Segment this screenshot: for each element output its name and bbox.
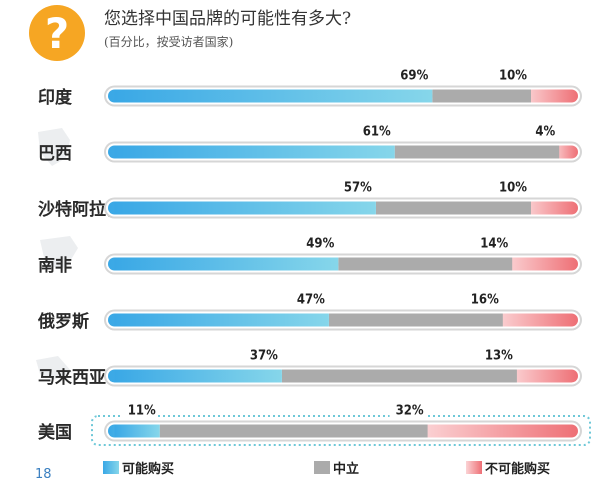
bar-segment-neutral — [328, 313, 503, 327]
data-label-unlikely: 10% — [499, 181, 527, 196]
bar-segment-likely-body — [114, 424, 160, 438]
bar-segment-likely-body — [114, 257, 339, 271]
category-label: 巴西 — [38, 144, 72, 164]
legend-swatch-unlikely — [466, 461, 482, 474]
bar-segment-likely-body — [114, 89, 433, 103]
data-label-bg — [356, 121, 393, 140]
data-label-unlikely: 10% — [499, 69, 527, 84]
data-label-bg — [243, 345, 280, 364]
legend: 可能购买 中立 不可能购买 — [103, 461, 550, 477]
map-shape-south-africa — [40, 236, 78, 268]
bar-row: 俄罗斯 47% 16% — [37, 289, 582, 332]
data-label-likely: 49% — [306, 237, 334, 252]
bar-row: 巴西 61% 4% — [38, 121, 582, 164]
data-label-bg — [493, 177, 529, 196]
bar-segment-unlikely — [553, 145, 578, 159]
data-label-bg — [464, 289, 501, 308]
data-label-bg — [493, 65, 529, 84]
bar-segment-neutral — [432, 89, 531, 103]
bar-segment-likely-body — [114, 313, 329, 327]
data-label-unlikely: 13% — [485, 349, 513, 364]
legend-swatch-likely — [103, 461, 119, 474]
bar-segment-unlikely — [496, 313, 578, 327]
legend-label-likely: 可能购买 — [122, 461, 174, 477]
bar-segment-unlikely — [525, 89, 578, 103]
bar-segment-unlikely — [510, 369, 578, 383]
data-label-bg — [337, 177, 374, 196]
bar-row: 沙特阿拉伯 57% 10% — [38, 177, 582, 220]
bar-segment-unlikely — [506, 257, 578, 271]
bar-segment-neutral — [338, 257, 513, 271]
legend-swatch-neutral — [314, 461, 330, 474]
map-shape-brazil — [38, 128, 70, 166]
data-label-bg — [474, 233, 511, 252]
question-title: 您选择中国品牌的可能性有多大? — [104, 9, 351, 29]
bar-segment-neutral — [394, 145, 560, 159]
page-number: 18 — [35, 467, 52, 482]
category-label: 印度 — [38, 87, 73, 108]
data-label-likely: 47% — [297, 293, 325, 308]
data-label-likely: 37% — [250, 349, 278, 364]
data-label-bg — [121, 400, 158, 419]
legend-label-unlikely: 不可能购买 — [485, 461, 550, 477]
data-label-unlikely: 4% — [535, 125, 555, 140]
data-label-bg — [394, 65, 431, 84]
question-mark-icon — [29, 5, 85, 61]
data-label-unlikely: 16% — [471, 293, 499, 308]
data-label-likely: 11% — [128, 404, 156, 419]
question-mark-glyph: ? — [45, 9, 69, 58]
data-label-likely: 69% — [400, 69, 428, 84]
bar-segment-unlikely — [421, 424, 578, 438]
map-shape-malaysia — [36, 356, 72, 380]
bar-segment-likely-body — [114, 201, 376, 215]
bar-segment-neutral — [375, 201, 531, 215]
legend-label-neutral: 中立 — [333, 461, 359, 477]
question-subtitle: (百分比，按受访者国家) — [104, 34, 233, 49]
bar-row: 印度 69% 10% — [38, 65, 582, 108]
data-label-bg — [521, 121, 558, 140]
category-label: 南非 — [38, 255, 72, 276]
bar-segment-unlikely — [525, 201, 578, 215]
category-label: 沙特阿拉伯 — [38, 199, 123, 220]
category-label: 美国 — [38, 422, 72, 443]
data-label-bg — [478, 345, 515, 364]
bar-rows: 印度 69% 10% 巴西 61% 4% 沙特阿拉伯 57% 10% 南非 49% 14% 俄罗斯 47%… — [37, 65, 582, 443]
bar-row: 马来西亚 37% 13% — [38, 345, 582, 388]
category-label: 马来西亚 — [38, 367, 106, 388]
data-label-bg — [389, 400, 426, 419]
bar-segment-neutral — [281, 369, 517, 383]
bar-segment-neutral — [159, 424, 428, 438]
background-map-shapes — [36, 128, 78, 380]
data-label-unlikely: 14% — [480, 237, 508, 252]
bar-segment-likely-body — [114, 145, 395, 159]
data-label-bg — [290, 289, 327, 308]
data-label-unlikely: 32% — [396, 404, 424, 419]
bar-row: 美国 11% 32% — [38, 400, 582, 443]
header: ? 您选择中国品牌的可能性有多大? (百分比，按受访者国家) — [29, 5, 351, 61]
data-label-likely: 57% — [344, 181, 372, 196]
data-label-bg — [300, 233, 337, 252]
bar-segment-likely-body — [114, 369, 282, 383]
category-label: 俄罗斯 — [37, 311, 89, 332]
data-label-likely: 61% — [363, 125, 391, 140]
highlight-frame — [91, 415, 591, 446]
bar-row: 南非 49% 14% — [38, 233, 582, 276]
